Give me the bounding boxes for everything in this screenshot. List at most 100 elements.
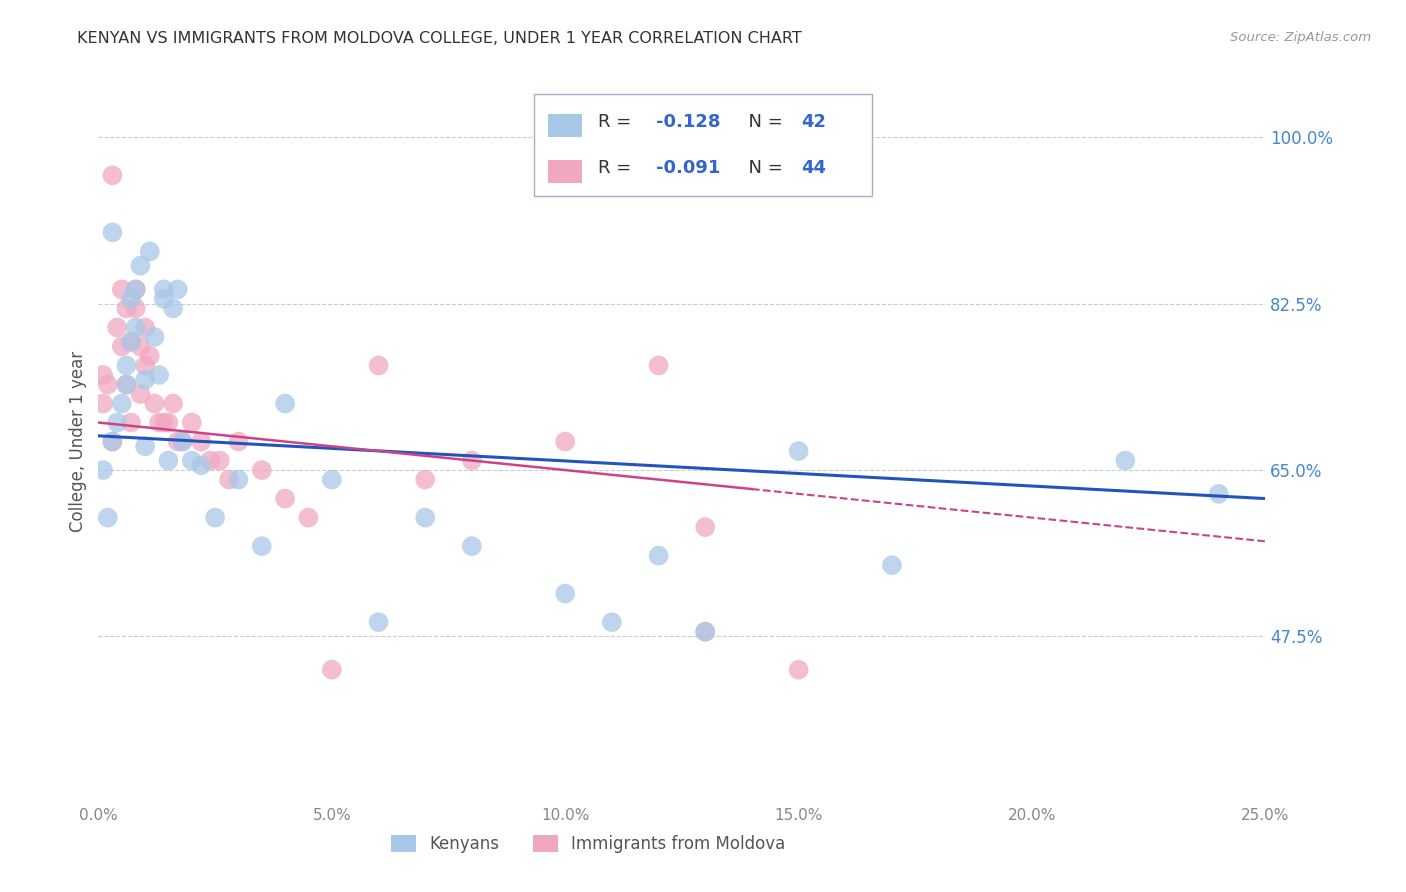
Point xyxy=(180,416,202,430)
Point xyxy=(250,463,273,477)
Text: -0.128: -0.128 xyxy=(655,113,720,131)
Point xyxy=(880,558,903,573)
Point xyxy=(148,368,170,382)
Text: KENYAN VS IMMIGRANTS FROM MOLDOVA COLLEGE, UNDER 1 YEAR CORRELATION CHART: KENYAN VS IMMIGRANTS FROM MOLDOVA COLLEG… xyxy=(77,31,801,46)
Point xyxy=(321,663,343,677)
Point xyxy=(134,320,156,334)
Point xyxy=(139,244,162,259)
Point xyxy=(111,282,134,296)
Point xyxy=(157,453,180,467)
Text: R =: R = xyxy=(599,113,637,131)
Point xyxy=(228,434,250,449)
Point xyxy=(1208,487,1230,501)
Point xyxy=(228,473,250,487)
Point xyxy=(162,301,184,316)
Point xyxy=(101,434,124,449)
Point xyxy=(208,453,231,467)
Point xyxy=(554,587,576,601)
Point xyxy=(115,301,138,316)
Point xyxy=(111,396,134,410)
Legend: Kenyans, Immigrants from Moldova: Kenyans, Immigrants from Moldova xyxy=(385,828,793,860)
Point xyxy=(461,453,484,467)
Text: N =: N = xyxy=(737,113,789,131)
Point xyxy=(125,282,148,296)
Point xyxy=(125,282,148,296)
Point xyxy=(101,434,124,449)
Point xyxy=(204,510,226,524)
Point xyxy=(101,226,124,240)
Point xyxy=(695,624,717,639)
Point xyxy=(111,339,134,353)
FancyBboxPatch shape xyxy=(534,94,872,196)
FancyBboxPatch shape xyxy=(548,114,582,136)
Point xyxy=(91,463,114,477)
Y-axis label: College, Under 1 year: College, Under 1 year xyxy=(69,351,87,533)
Point xyxy=(600,615,623,630)
Point xyxy=(120,416,142,430)
Point xyxy=(152,292,174,306)
Point xyxy=(157,416,180,430)
Point xyxy=(647,549,669,563)
Point xyxy=(101,169,124,183)
Point xyxy=(91,368,114,382)
Point xyxy=(166,282,188,296)
Point xyxy=(148,416,170,430)
Point xyxy=(97,510,120,524)
Point xyxy=(274,396,297,410)
Point xyxy=(200,453,222,467)
Point xyxy=(461,539,484,553)
Point xyxy=(129,259,152,273)
Point xyxy=(190,434,212,449)
Point xyxy=(125,320,148,334)
Point xyxy=(787,444,810,458)
Point xyxy=(166,434,188,449)
Point xyxy=(367,615,389,630)
Point xyxy=(152,282,174,296)
Point xyxy=(180,453,202,467)
Point xyxy=(250,539,273,553)
Point xyxy=(413,510,436,524)
Point xyxy=(120,292,142,306)
Point xyxy=(134,373,156,387)
Point xyxy=(218,473,240,487)
Text: R =: R = xyxy=(599,159,637,177)
Point xyxy=(105,320,128,334)
Point xyxy=(554,434,576,449)
Point xyxy=(162,396,184,410)
Point xyxy=(143,396,166,410)
Point xyxy=(143,330,166,344)
Point xyxy=(91,396,114,410)
Point xyxy=(134,439,156,453)
Text: -0.091: -0.091 xyxy=(655,159,720,177)
Point xyxy=(115,377,138,392)
Point xyxy=(274,491,297,506)
Point xyxy=(413,473,436,487)
Point xyxy=(190,458,212,473)
Text: 42: 42 xyxy=(801,113,825,131)
Point xyxy=(321,473,343,487)
Point xyxy=(97,377,120,392)
Text: Source: ZipAtlas.com: Source: ZipAtlas.com xyxy=(1230,31,1371,45)
Point xyxy=(105,416,128,430)
Point xyxy=(125,301,148,316)
Point xyxy=(695,624,717,639)
Point xyxy=(152,416,174,430)
Point xyxy=(172,434,194,449)
Point xyxy=(134,359,156,373)
Point xyxy=(115,359,138,373)
Point xyxy=(297,510,319,524)
Text: N =: N = xyxy=(737,159,789,177)
Point xyxy=(129,387,152,401)
Point xyxy=(647,359,669,373)
Point xyxy=(115,377,138,392)
Point xyxy=(139,349,162,363)
Point xyxy=(129,339,152,353)
Point xyxy=(787,663,810,677)
FancyBboxPatch shape xyxy=(548,161,582,183)
Point xyxy=(172,434,194,449)
Point xyxy=(1114,453,1136,467)
Point xyxy=(120,334,142,349)
Point xyxy=(367,359,389,373)
Text: 44: 44 xyxy=(801,159,825,177)
Point xyxy=(120,334,142,349)
